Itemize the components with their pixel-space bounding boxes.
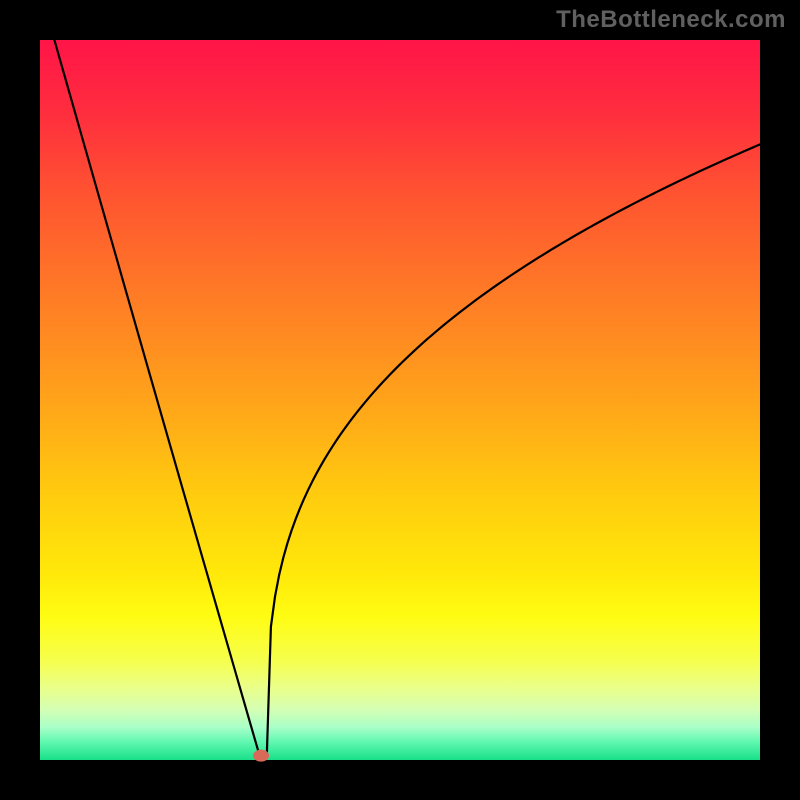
plot-background <box>40 40 760 760</box>
chart-container: TheBottleneck.com <box>0 0 800 800</box>
optimal-point-marker <box>253 750 269 762</box>
chart-svg <box>0 0 800 800</box>
watermark-text: TheBottleneck.com <box>556 6 786 34</box>
